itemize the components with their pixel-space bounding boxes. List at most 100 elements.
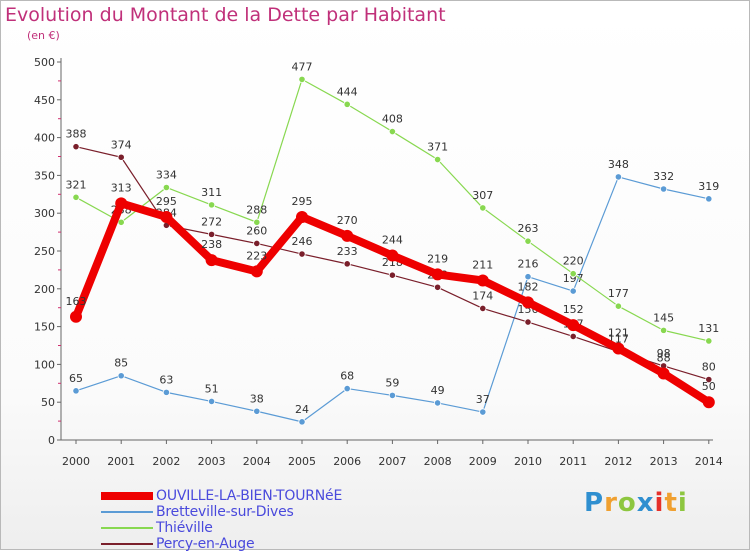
data-point (705, 195, 713, 203)
data-point (431, 268, 444, 281)
y-tick-label: 250 (34, 245, 55, 258)
data-label: 263 (518, 222, 539, 235)
data-point (388, 271, 396, 279)
legend-swatch (101, 492, 153, 500)
data-label: 319 (698, 180, 719, 193)
data-point (296, 210, 308, 223)
y-tick-label: 500 (34, 56, 55, 69)
data-point (117, 372, 125, 380)
data-point (522, 296, 534, 309)
x-tick-label: 2008 (424, 455, 452, 468)
data-label: 307 (472, 189, 493, 202)
data-label: 68 (340, 370, 354, 383)
data-label: 260 (246, 224, 267, 237)
data-point (208, 397, 216, 406)
data-point (433, 399, 442, 407)
x-tick-label: 2010 (514, 455, 542, 468)
data-label: 272 (201, 215, 222, 228)
data-label: 311 (201, 186, 222, 199)
data-point (117, 218, 125, 226)
data-label: 98 (657, 347, 671, 360)
legend-label: Thiéville (156, 520, 213, 536)
chart-title: Evolution du Montant de la Dette par Hab… (5, 4, 446, 26)
series-1: 163 313 295 238 223 295 270 244 219 211 182 152 121 8… (66, 181, 716, 409)
data-label: 51 (205, 382, 219, 395)
x-tick-label: 2003 (198, 455, 226, 468)
brand-letter: x (636, 488, 655, 518)
data-label: 174 (472, 289, 493, 302)
data-label: 24 (295, 403, 309, 416)
data-label: 371 (427, 141, 448, 154)
y-tick-label: 150 (34, 321, 55, 334)
legend-swatch (101, 527, 153, 529)
data-point (72, 387, 80, 395)
y-tick-label: 200 (34, 283, 55, 296)
series-2: 65 85 63 51 38 24 68 59 49 37 216 197 348 332 319 (69, 158, 719, 426)
brand-letter: t (664, 488, 678, 518)
data-label: 223 (246, 249, 267, 262)
data-label: 59 (385, 376, 399, 389)
data-label: 334 (156, 168, 177, 181)
brand-letter: i (677, 488, 688, 518)
data-label: 177 (608, 287, 629, 300)
data-point (208, 201, 216, 209)
y-tick-label: 0 (48, 434, 55, 447)
data-label: 49 (431, 384, 445, 397)
data-point (569, 287, 577, 295)
x-tick-label: 2000 (62, 455, 90, 468)
data-label: 88 (657, 351, 671, 364)
x-tick-label: 2007 (378, 455, 406, 468)
y-tick-label: 450 (34, 94, 55, 107)
data-label: 145 (653, 311, 674, 324)
x-tick-label: 2006 (333, 455, 361, 468)
data-label: 246 (292, 235, 313, 248)
chart-unit: (en €) (27, 29, 60, 42)
data-point (433, 283, 442, 291)
data-label: 388 (66, 128, 87, 141)
data-label: 348 (608, 158, 629, 171)
y-tick-label: 100 (34, 358, 55, 371)
brand-logo: Proxiti (584, 488, 688, 518)
x-tick-label: 2005 (288, 455, 316, 468)
y-tick-label: 300 (34, 207, 55, 220)
data-label: 238 (201, 238, 222, 251)
legend-label: Percy-en-Auge (156, 536, 255, 552)
data-label: 220 (563, 255, 584, 268)
data-label: 233 (337, 245, 358, 258)
data-point (298, 250, 306, 258)
legend-label: OUVILLE-LA-BIEN-TOURNéE (156, 488, 343, 504)
data-point (162, 388, 170, 396)
y-tick-label: 350 (34, 169, 55, 182)
data-point (162, 183, 170, 192)
data-point (702, 396, 715, 409)
brand-letter: i (654, 488, 665, 518)
data-point (612, 342, 625, 355)
data-label: 197 (563, 272, 584, 285)
data-point (569, 332, 577, 341)
data-point (524, 318, 532, 326)
data-point (569, 270, 577, 278)
x-tick-label: 2014 (695, 455, 723, 468)
data-label: 270 (337, 214, 358, 227)
data-point (386, 249, 399, 262)
data-point (614, 173, 623, 181)
data-label: 121 (608, 327, 629, 340)
data-point (524, 237, 532, 245)
y-tick-label: 50 (41, 396, 55, 409)
data-point (160, 210, 173, 223)
data-point (524, 273, 532, 281)
data-point (205, 254, 218, 267)
data-point (253, 218, 261, 226)
x-tick-label: 2012 (604, 455, 632, 468)
legend-label: Bretteville-sur-Dives (156, 504, 294, 520)
data-label: 152 (563, 303, 584, 316)
data-label: 444 (337, 85, 358, 98)
data-point (479, 304, 487, 313)
data-label: 50 (702, 380, 716, 393)
data-point (659, 326, 668, 334)
data-point (115, 197, 128, 210)
data-label: 80 (702, 361, 716, 374)
data-point (253, 239, 261, 248)
data-label: 65 (69, 372, 83, 385)
